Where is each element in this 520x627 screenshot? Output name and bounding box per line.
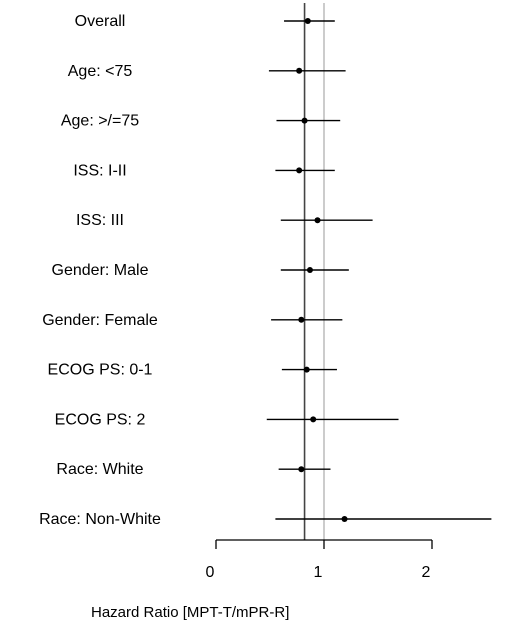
row-label: ECOG PS: 0-1 (48, 362, 153, 379)
forest-row: ISS: III (76, 212, 373, 229)
hazard-ratio-point (303, 366, 310, 373)
hazard-ratio-point (296, 167, 303, 174)
hazard-ratio-point (310, 416, 317, 423)
row-label: ISS: I-II (73, 162, 126, 179)
row-label: Gender: Male (52, 262, 149, 279)
forest-row: ECOG PS: 0-1 (48, 362, 337, 379)
x-tick-label: 0 (206, 564, 215, 581)
x-tick-label: 1 (314, 564, 323, 581)
row-label: ECOG PS: 2 (55, 411, 146, 428)
x-tick-label: 2 (422, 564, 431, 581)
row-label: Race: White (56, 461, 143, 478)
forest-row: Age: >/=75 (61, 113, 341, 130)
forest-row: Overall (75, 13, 335, 30)
forest-row: Race: White (56, 461, 331, 478)
hazard-ratio-point (298, 316, 305, 323)
forest-row: ECOG PS: 2 (55, 411, 399, 428)
hazard-ratio-point (306, 267, 313, 273)
hazard-ratio-point (301, 117, 308, 124)
row-label: Overall (75, 13, 126, 30)
forest-rows: Overall Age: <75 Age: >/=75 ISS: I-II ISS: I… (39, 13, 492, 528)
x-axis: 0 1 2 (206, 539, 433, 581)
x-axis-label: Hazard Ratio [MPT-T/mPR-R] (91, 604, 289, 621)
row-label: Age: <75 (68, 63, 133, 80)
row-label: Race: Non-White (39, 511, 161, 528)
forest-row: Gender: Male (52, 262, 349, 279)
hazard-ratio-point (304, 18, 311, 24)
hazard-ratio-point (296, 67, 303, 74)
hazard-ratio-point (298, 466, 305, 473)
forest-row: Race: Non-White (39, 511, 492, 528)
x-axis-ticks: 0 1 2 (206, 540, 433, 581)
row-label: Gender: Female (42, 312, 158, 329)
hazard-ratio-point (314, 217, 321, 224)
row-label: Age: >/=75 (61, 113, 139, 130)
forest-row: Gender: Female (42, 312, 343, 329)
forest-row: ISS: I-II (73, 162, 335, 179)
forest-row: Age: <75 (68, 63, 346, 80)
hazard-ratio-point (341, 516, 348, 522)
reference-lines (303, 3, 325, 540)
row-label: ISS: III (76, 212, 124, 229)
